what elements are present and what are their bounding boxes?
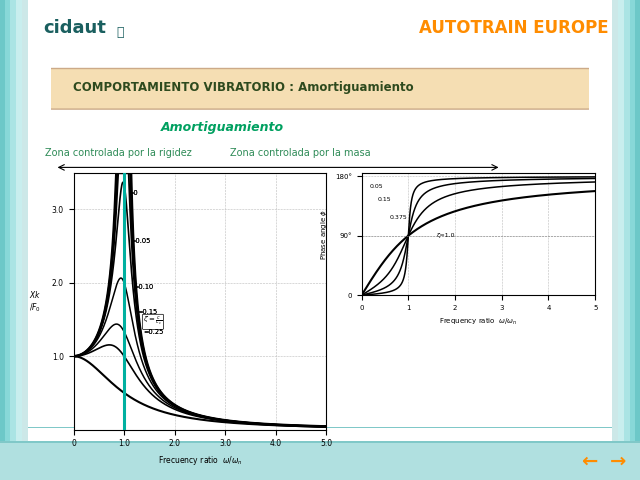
Bar: [28, 427, 612, 428]
Text: =0: =0: [128, 190, 138, 196]
Text: =0.15: =0.15: [138, 309, 157, 315]
Bar: [5, 0, 10, 480]
Text: Zona controlada por la masa: Zona controlada por la masa: [230, 148, 370, 158]
Bar: [0, 441, 640, 443]
Text: =0.10: =0.10: [133, 284, 154, 290]
Y-axis label: Phase angle $\phi$: Phase angle $\phi$: [319, 208, 330, 260]
Bar: [10, 0, 16, 480]
Bar: [0, 442, 640, 480]
Text: =0.10: =0.10: [133, 284, 154, 290]
Bar: [635, 0, 640, 480]
Bar: [630, 0, 636, 480]
Text: =0.05: =0.05: [130, 238, 150, 243]
Text: Amortiguamiento: Amortiguamiento: [161, 120, 284, 134]
Text: COMPORTAMIENTO VIBRATORIO : Amortiguamiento: COMPORTAMIENTO VIBRATORIO : Amortiguamie…: [73, 82, 413, 95]
X-axis label: Frecuency ratio  $\omega/\omega_n$: Frecuency ratio $\omega/\omega_n$: [157, 454, 243, 467]
Text: =0.25: =0.25: [143, 329, 164, 335]
Text: Zona controlada por la rigidez: Zona controlada por la rigidez: [45, 148, 192, 158]
Text: →: →: [610, 452, 626, 470]
Text: cidaut: cidaut: [44, 19, 106, 37]
Text: =0.05: =0.05: [130, 238, 150, 243]
Text: 0.05: 0.05: [370, 184, 383, 189]
Text: =0.15: =0.15: [138, 309, 157, 315]
Text: AUTOTRAIN EUROPE: AUTOTRAIN EUROPE: [419, 19, 609, 37]
Bar: [618, 0, 624, 480]
Text: ←: ←: [581, 452, 597, 470]
Text: 0.15: 0.15: [378, 197, 392, 202]
Bar: [16, 0, 22, 480]
Y-axis label: $Xk$
$/F_0$: $Xk$ $/F_0$: [29, 288, 41, 314]
Bar: [624, 0, 630, 480]
Text: $\zeta=\frac{c}{c_c}$: $\zeta=\frac{c}{c_c}$: [143, 315, 163, 328]
Text: =0.25: =0.25: [143, 329, 164, 335]
Text: ζ=1.0: ζ=1.0: [436, 233, 455, 238]
FancyBboxPatch shape: [43, 69, 597, 109]
Bar: [0, 0, 5, 480]
Text: ⎓: ⎓: [117, 26, 124, 39]
X-axis label: Frequency ratio  $\omega/\omega_n$: Frequency ratio $\omega/\omega_n$: [439, 316, 518, 327]
Text: 0.375: 0.375: [390, 215, 408, 220]
Text: =0: =0: [128, 190, 138, 196]
